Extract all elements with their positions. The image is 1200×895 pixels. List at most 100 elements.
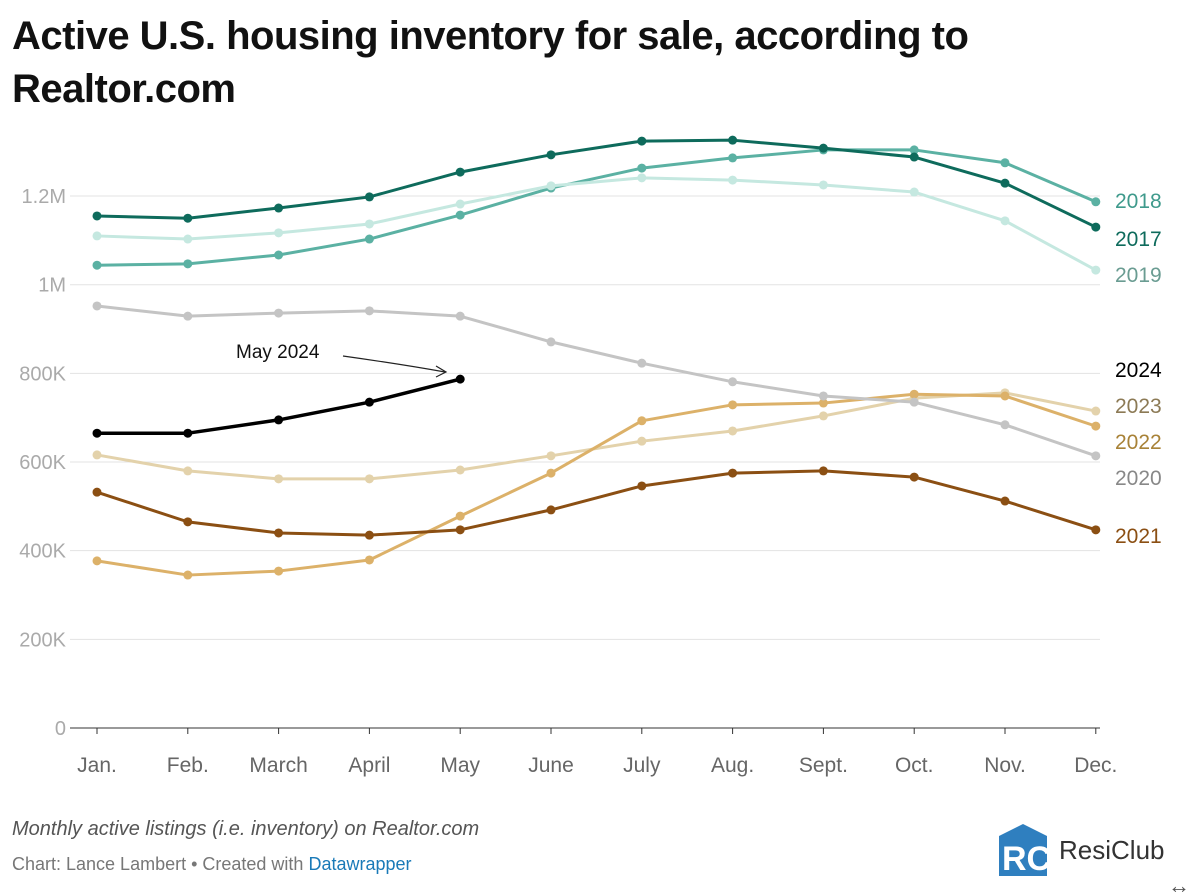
data-point — [909, 472, 919, 482]
data-point — [455, 311, 465, 321]
data-point — [728, 377, 738, 387]
y-tick-label: 400K — [19, 541, 66, 563]
data-point — [455, 511, 465, 521]
datawrapper-link[interactable]: Datawrapper — [308, 854, 412, 874]
data-point — [637, 163, 647, 173]
data-point — [364, 555, 374, 565]
series-2023: 2023 — [92, 388, 1162, 484]
series-label-2023: 2023 — [1115, 395, 1162, 418]
data-point — [909, 389, 919, 399]
credit-text: Chart: Lance Lambert • Created with — [12, 854, 309, 874]
data-point — [728, 468, 738, 478]
chart-title: Active U.S. housing inventory for sale, … — [12, 14, 969, 111]
x-tick-label: Sept. — [799, 754, 848, 777]
series-label-2021: 2021 — [1115, 525, 1162, 548]
data-point — [1000, 496, 1010, 506]
data-point — [274, 566, 284, 576]
chart-notes: Monthly active listings (i.e. inventory)… — [12, 818, 480, 840]
data-point — [92, 450, 102, 460]
data-point — [637, 173, 647, 183]
annotation-arrowhead-icon — [435, 365, 448, 378]
data-point — [818, 391, 828, 401]
data-point — [546, 505, 556, 515]
data-point — [92, 260, 102, 270]
annotation-label: May 2024 — [236, 342, 320, 363]
resiclub-logo: RC ResiClub — [995, 822, 1165, 878]
data-point — [909, 152, 919, 162]
x-tick-label: April — [348, 754, 390, 777]
data-point — [546, 181, 556, 191]
series-label-2024: 2024 — [1115, 359, 1162, 382]
series-2019: 2019 — [92, 173, 1162, 287]
y-tick-label: 200K — [19, 629, 66, 651]
data-point — [183, 259, 193, 269]
x-tick-label: Oct. — [895, 754, 934, 777]
y-tick-label: 600K — [19, 452, 66, 474]
data-point — [1091, 265, 1101, 275]
data-point — [546, 150, 556, 160]
x-tick-label: Dec. — [1074, 754, 1117, 777]
data-point — [1000, 216, 1010, 226]
data-point — [183, 428, 193, 438]
resize-arrows-icon: ↔ — [1168, 873, 1190, 895]
data-point — [183, 213, 193, 223]
data-point — [818, 411, 828, 421]
data-point — [637, 436, 647, 446]
data-point — [274, 228, 284, 238]
series-2024: 2024 — [92, 359, 1162, 438]
x-tick-label: May — [440, 754, 480, 777]
data-point — [728, 426, 738, 436]
x-tick-label: Nov. — [984, 754, 1026, 777]
data-point — [455, 374, 465, 384]
data-point — [364, 474, 374, 484]
series-line-2017 — [96, 138, 1097, 229]
data-point — [1091, 222, 1101, 232]
x-tick-label: July — [623, 754, 661, 777]
data-point — [1000, 178, 1010, 188]
data-point — [364, 219, 374, 229]
data-point — [92, 301, 102, 311]
data-point — [92, 487, 102, 497]
x-tick-label: Aug. — [711, 754, 754, 777]
data-point — [818, 398, 828, 408]
data-point — [183, 466, 193, 476]
data-point — [1091, 525, 1101, 535]
data-point — [455, 465, 465, 475]
series-line-2020 — [96, 304, 1097, 458]
data-point — [274, 308, 284, 318]
series-line-2018 — [96, 148, 1097, 267]
data-point — [183, 234, 193, 244]
resiclub-logo-text: ResiClub — [1059, 834, 1165, 865]
data-point — [818, 466, 828, 476]
series-line-2021 — [96, 469, 1097, 537]
series-label-2018: 2018 — [1115, 190, 1162, 213]
data-point — [364, 306, 374, 316]
chart-credit: Chart: Lance Lambert • Created with Data… — [12, 854, 412, 875]
data-point — [1091, 421, 1101, 431]
data-point — [637, 481, 647, 491]
data-point — [909, 187, 919, 197]
series-line-2019 — [96, 176, 1097, 272]
y-tick-label: 1.2M — [22, 186, 66, 208]
series-line-2023 — [96, 391, 1097, 481]
series-label-2019: 2019 — [1115, 264, 1162, 287]
data-point — [818, 180, 828, 190]
data-point — [546, 451, 556, 461]
data-point — [909, 145, 919, 155]
data-point — [92, 428, 102, 438]
data-point — [364, 234, 374, 244]
data-point — [1091, 406, 1101, 416]
data-point — [274, 203, 284, 213]
data-point — [546, 337, 556, 347]
data-point — [818, 143, 828, 153]
y-tick-label: 0 — [55, 718, 66, 740]
data-point — [183, 517, 193, 527]
data-point — [455, 167, 465, 177]
data-point — [637, 358, 647, 368]
series-label-2020: 2020 — [1115, 467, 1162, 490]
data-point — [92, 556, 102, 566]
data-point — [274, 250, 284, 260]
data-point — [364, 397, 374, 407]
